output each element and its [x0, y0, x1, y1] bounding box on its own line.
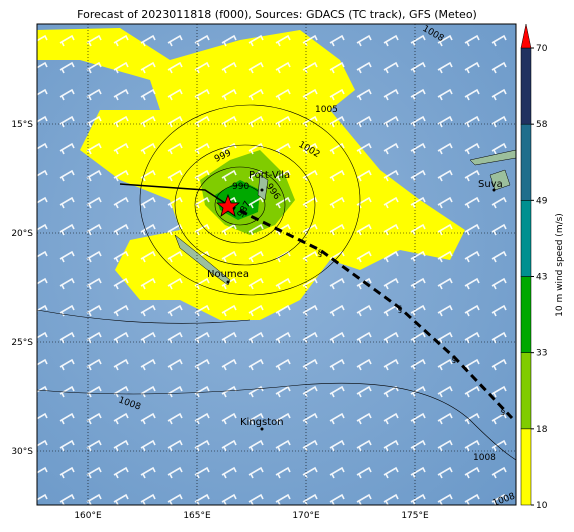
- place-label: Port-Vila: [249, 170, 290, 181]
- colorbar-extend: [520, 23, 532, 49]
- colorbar-tick-label: 10: [536, 501, 548, 511]
- map-area: § § § § Port-Vila Noumea Kingston Suva 1008…: [37, 24, 516, 505]
- colorbar-tick-label: 49: [536, 196, 548, 206]
- place-label: Kingston: [240, 417, 284, 428]
- place-label: Noumea: [207, 269, 249, 280]
- land: [174, 149, 516, 286]
- colorbar-tick-label: 58: [536, 120, 548, 130]
- colorbar-label: 10 m wind speed (m/s): [555, 213, 565, 317]
- lat-label: 25°S: [11, 338, 33, 348]
- colorbar-segment: [520, 200, 532, 277]
- colorbar-tick-label: 43: [536, 273, 547, 283]
- colorbar-segment: [520, 428, 532, 506]
- contour-label: 1005: [315, 105, 338, 115]
- colorbar-tick-label: 33: [536, 349, 547, 359]
- lat-label: 15°S: [11, 120, 33, 130]
- forecast-track: [227, 203, 514, 420]
- title: Forecast of 2023011818 (f000), Sources: …: [77, 8, 477, 21]
- contour-label: 1008: [473, 453, 496, 463]
- colorbar-segment: [520, 47, 532, 125]
- lon-label: 175°E: [401, 511, 429, 521]
- colorbar: 10 18 33 43 49 58 70: [520, 23, 548, 511]
- storm-symbols: § § § §: [318, 249, 506, 417]
- svg-text:§: §: [501, 407, 506, 417]
- lat-label: 20°S: [11, 229, 33, 239]
- graticule: [37, 24, 516, 505]
- colorbar-tick-label: 70: [536, 44, 548, 54]
- svg-text:§: §: [398, 305, 403, 315]
- svg-text:§: §: [452, 355, 457, 365]
- place-markers: [226, 188, 496, 431]
- map-frame: [36, 23, 517, 506]
- svg-text:§: §: [318, 249, 323, 259]
- isobars: [37, 104, 516, 461]
- lon-label: 170°E: [292, 511, 320, 521]
- lon-label: 160°E: [74, 511, 102, 521]
- past-track: [119, 183, 229, 206]
- colorbar-segment: [520, 352, 532, 430]
- colorbar-segment: [520, 276, 532, 353]
- storm-position: [215, 193, 241, 217]
- place-label: Suva: [478, 179, 503, 190]
- colorbar-segment: [520, 123, 532, 201]
- lon-label: 165°E: [183, 511, 211, 521]
- contour-label: 990: [232, 182, 249, 192]
- colorbar-tick-label: 18: [536, 425, 548, 435]
- lat-label: 30°S: [11, 447, 33, 457]
